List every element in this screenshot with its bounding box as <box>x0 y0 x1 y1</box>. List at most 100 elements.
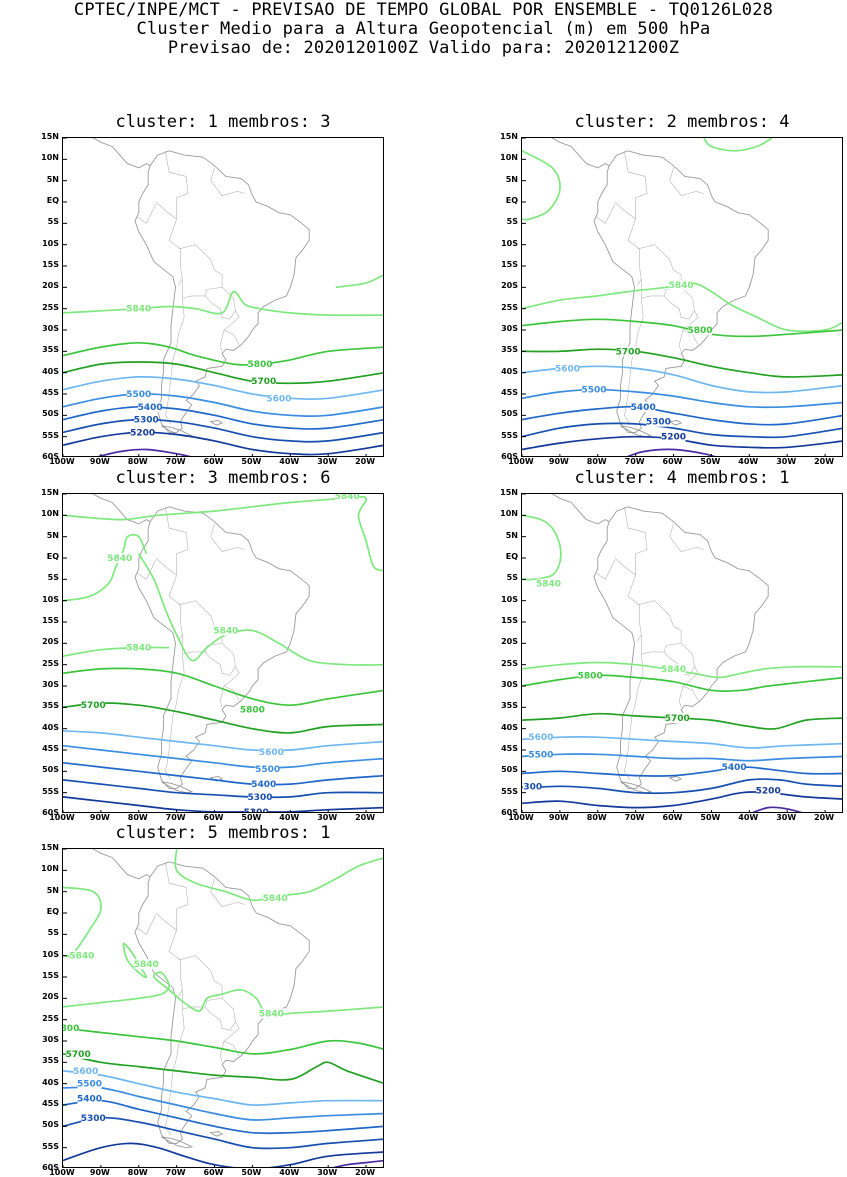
contour-label-bg <box>522 781 542 792</box>
coastline <box>551 494 610 525</box>
country-border <box>595 559 616 580</box>
contour-label-bg <box>73 1065 98 1076</box>
country-border <box>223 666 240 702</box>
contour-label-bg <box>631 401 656 412</box>
island-coastline <box>209 420 224 426</box>
contour-label-bg <box>335 494 360 502</box>
coastline <box>134 861 310 1144</box>
contour-label-bg <box>138 401 163 412</box>
lat-label: EQ <box>46 907 59 916</box>
contour-label: 5840 <box>661 665 686 675</box>
map-panel-cluster-4: 5840 5840 5800 5700 5600 5500 5400 5300 5200 <box>521 493 843 813</box>
contour-label: 5840 <box>259 1009 284 1019</box>
country-border <box>219 329 225 352</box>
contour-label-bg <box>528 749 553 760</box>
lon-label: 30W <box>776 813 797 822</box>
contour-label: 5800 <box>63 1024 79 1034</box>
contour-5200 <box>522 791 842 809</box>
lat-label: 10S <box>42 238 59 248</box>
country-border <box>663 643 695 676</box>
contour-5100 <box>626 448 716 456</box>
lon-label: 60W <box>203 457 224 466</box>
contour-5100 <box>97 448 191 456</box>
lat-label: 35S <box>42 701 59 711</box>
contour-5500 <box>63 1086 383 1121</box>
contour-5840 <box>174 849 383 902</box>
contour-5100 <box>752 806 803 812</box>
country-border <box>223 1021 240 1057</box>
contour-5600 <box>63 729 383 752</box>
contour-5200 <box>63 1142 383 1167</box>
lat-label: 60S <box>42 452 59 461</box>
country-border <box>210 523 245 552</box>
map-canvas: 5840 5840 5800 5700 5600 5500 5400 5300 5200 <box>522 494 842 812</box>
contour-label: 5300 <box>522 782 542 792</box>
contour-label: 5400 <box>251 780 276 790</box>
lat-label: 30S <box>501 324 518 333</box>
contour-label-bg <box>665 713 690 723</box>
contour-label-bg <box>669 280 694 291</box>
lon-label: 80W <box>586 457 607 466</box>
contour-label: 5500 <box>528 750 553 760</box>
lat-label: 5N <box>505 174 518 184</box>
coastline <box>92 138 151 169</box>
contour-5800 <box>522 318 842 338</box>
lon-label: 50W <box>241 813 262 822</box>
contour-label-bg <box>107 553 132 563</box>
contour-label-bg <box>555 363 580 374</box>
lat-label: 40S <box>42 1077 59 1087</box>
contour-5200 <box>63 796 383 812</box>
lon-label: 90W <box>89 813 110 822</box>
contour-label-bg <box>77 1093 102 1104</box>
island-coastline <box>209 1131 224 1137</box>
lat-label: 5S <box>506 573 518 583</box>
contour-label-bg <box>134 414 159 425</box>
lat-label: 15N <box>41 132 59 141</box>
lat-label: 55S <box>42 1141 59 1151</box>
country-border <box>614 557 642 642</box>
contour-label: 5400 <box>138 403 163 413</box>
contour-label-bg <box>536 578 561 589</box>
lat-label: 10N <box>500 153 518 163</box>
contour-5100 <box>332 1159 383 1167</box>
map-panel-cluster-3: 5840 5840 5840 5840 5800 5700 5600 5500 5400 5300… <box>62 493 384 813</box>
contour-5840 <box>63 971 383 1018</box>
lat-label: 55S <box>42 786 59 796</box>
contour-5500 <box>522 753 842 762</box>
contour-label: 5200 <box>244 808 269 813</box>
lat-label: 40S <box>501 366 518 376</box>
lat-label: 20S <box>501 637 518 647</box>
lon-label: 50W <box>241 1168 262 1177</box>
contour-label: 5500 <box>581 386 606 396</box>
header-line-1: CPTEC/INPE/MCT - PREVISAO DE TEMPO GLOBA… <box>73 0 774 20</box>
country-border <box>178 955 223 1010</box>
lon-label: 80W <box>127 457 148 466</box>
contour-label: 5300 <box>134 416 159 426</box>
country-border <box>204 287 236 320</box>
contour-label-bg <box>248 359 272 370</box>
contour-5600 <box>63 1070 383 1106</box>
contour-label-bg <box>213 625 238 636</box>
map-panel-cluster-2: 5840 5800 5700 5600 5500 5400 5300 5200 <box>521 137 843 457</box>
contour-5500 <box>522 388 842 409</box>
lat-label: 45S <box>501 388 518 397</box>
lat-label: 20S <box>501 281 518 291</box>
panel-title: cluster: 1 membros: 3 <box>115 112 331 132</box>
country-border <box>669 167 704 196</box>
contour-label: 5800 <box>240 706 265 716</box>
contour-5840 <box>522 514 562 581</box>
map-panel-cluster-5: 5840 5840 5840 5840 5800 5700 5600 5500 5400 5300 <box>62 848 384 1168</box>
contour-label-bg <box>81 1112 106 1123</box>
contour-label: 5840 <box>107 554 132 564</box>
lat-label: 10N <box>41 509 59 519</box>
country-border <box>136 203 157 224</box>
lat-label: 15S <box>42 260 59 269</box>
contour-label: 5840 <box>669 281 694 291</box>
contour-5840 <box>335 274 383 289</box>
lat-label: 35S <box>501 701 518 711</box>
contour-label: 5200 <box>661 433 686 443</box>
contour-5840 <box>63 495 383 572</box>
contour-label-bg <box>263 893 288 904</box>
contour-label: 5600 <box>528 733 553 743</box>
lat-label: 10N <box>500 509 518 519</box>
